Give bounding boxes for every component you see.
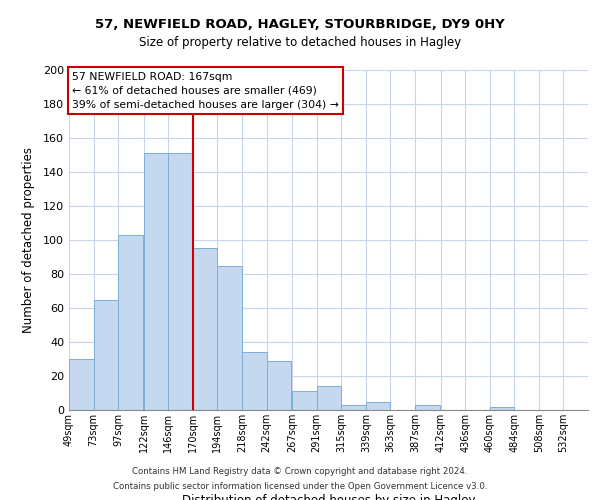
Text: Contains HM Land Registry data © Crown copyright and database right 2024.: Contains HM Land Registry data © Crown c… (132, 467, 468, 476)
Bar (168, 154, 193, 410)
X-axis label: Distribution of detached houses by size in Hagley: Distribution of detached houses by size … (182, 494, 475, 500)
Bar (118, 235, 143, 410)
Bar (193, 248, 217, 410)
Bar (415, 405, 440, 410)
Bar (144, 154, 168, 410)
Bar (217, 266, 242, 410)
Bar (341, 405, 366, 410)
Bar (266, 360, 291, 410)
Bar (69, 359, 94, 410)
Bar (317, 386, 341, 410)
Text: 57 NEWFIELD ROAD: 167sqm
← 61% of detached houses are smaller (469)
39% of semi-: 57 NEWFIELD ROAD: 167sqm ← 61% of detach… (72, 72, 339, 110)
Y-axis label: Number of detached properties: Number of detached properties (22, 147, 35, 333)
Bar (366, 402, 391, 410)
Text: Size of property relative to detached houses in Hagley: Size of property relative to detached ho… (139, 36, 461, 49)
Bar (94, 300, 118, 410)
Text: 57, NEWFIELD ROAD, HAGLEY, STOURBRIDGE, DY9 0HY: 57, NEWFIELD ROAD, HAGLEY, STOURBRIDGE, … (95, 18, 505, 30)
Bar (242, 352, 266, 410)
Text: Contains public sector information licensed under the Open Government Licence v3: Contains public sector information licen… (113, 482, 487, 491)
Bar (490, 406, 514, 410)
Bar (292, 392, 317, 410)
